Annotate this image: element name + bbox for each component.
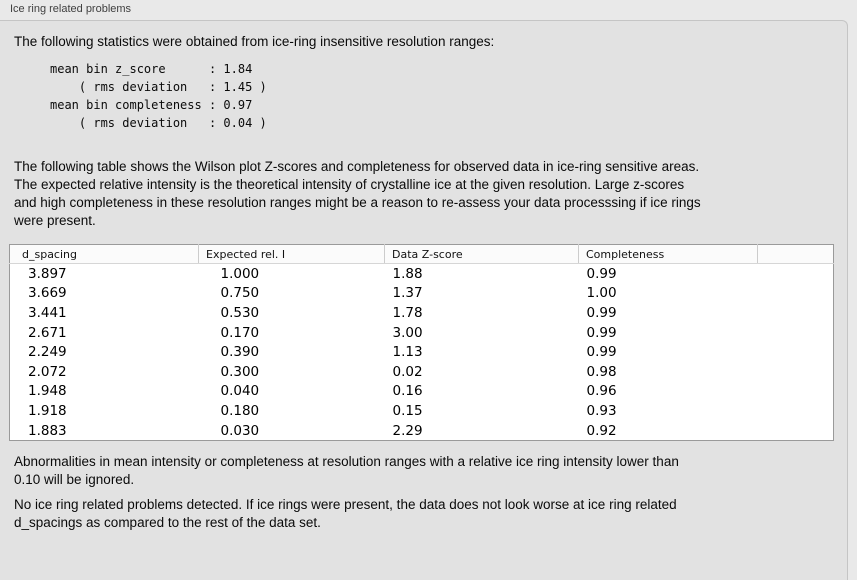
table-cell: 2.072 xyxy=(28,363,67,380)
description-line: The following table shows the Wilson plo… xyxy=(14,159,700,174)
table-cell: 1.13 xyxy=(392,344,423,361)
ice-ring-table: d_spacing Expected rel. I Data Z-score C… xyxy=(9,244,834,442)
ice-ring-panel: The following statistics were obtained f… xyxy=(0,20,848,580)
table-cell xyxy=(758,421,834,441)
table-cell: 1.88 xyxy=(392,265,423,282)
table-cell: 3.00 xyxy=(392,324,423,341)
table-cell: 0.02 xyxy=(392,363,423,380)
table-row[interactable]: 3.897 1.000 1.88 0.99 xyxy=(10,264,834,284)
table-cell xyxy=(758,362,834,382)
table-cell: 0.15 xyxy=(392,402,423,419)
table-cell xyxy=(758,284,834,304)
table-cell: 2.29 xyxy=(392,422,423,439)
table-cell: 3.897 xyxy=(28,265,67,282)
conclusion-note-line: No ice ring related problems detected. I… xyxy=(14,497,677,513)
conclusion-note: No ice ring related problems detected. I… xyxy=(14,496,847,532)
table-cell: 2.249 xyxy=(28,344,67,361)
table-row[interactable]: 2.671 0.170 3.00 0.99 xyxy=(10,323,834,343)
table-row[interactable]: 2.072 0.300 0.02 0.98 xyxy=(10,362,834,382)
table-cell: 0.98 xyxy=(586,363,617,380)
column-header-completeness[interactable]: Completeness xyxy=(578,244,758,264)
ignore-note-line: 0.10 will be ignored. xyxy=(14,471,135,487)
stat-line-mean-z-score: mean bin z_score : 1.84 xyxy=(50,62,253,76)
description-paragraph: The following table shows the Wilson plo… xyxy=(14,158,847,230)
stats-block: mean bin z_score : 1.84 ( rms deviation … xyxy=(50,60,847,132)
table-cell: 0.96 xyxy=(586,383,617,400)
table-cell: 0.99 xyxy=(586,324,617,341)
table-cell: 1.00 xyxy=(586,285,617,302)
conclusion-note-line: d_spacings as compared to the rest of th… xyxy=(14,515,321,531)
table-cell: 0.99 xyxy=(586,344,617,361)
column-header-empty[interactable] xyxy=(757,244,834,264)
table-cell: 3.441 xyxy=(28,304,67,321)
table-cell: 0.92 xyxy=(586,422,617,439)
table-cell: 1.78 xyxy=(392,304,423,321)
panel-title: Ice ring related problems xyxy=(10,3,132,15)
table-row[interactable]: 3.669 0.750 1.37 1.00 xyxy=(10,284,834,304)
stat-line-mean-completeness: mean bin completeness : 0.97 xyxy=(50,98,253,112)
table-header-row: d_spacing Expected rel. I Data Z-score C… xyxy=(9,244,834,264)
table-cell xyxy=(758,401,834,421)
table-cell: 0.180 xyxy=(220,402,260,419)
table-cell xyxy=(758,323,834,343)
table-row[interactable]: 2.249 0.390 1.13 0.99 xyxy=(10,342,834,362)
table-cell: 0.300 xyxy=(220,363,260,380)
table-cell: 0.040 xyxy=(220,383,260,400)
table-row[interactable]: 1.948 0.040 0.16 0.96 xyxy=(10,382,834,402)
table-cell: 0.170 xyxy=(220,324,260,341)
ignore-note: Abnormalities in mean intensity or compl… xyxy=(14,453,847,488)
table-cell: 0.030 xyxy=(220,422,260,439)
column-header-data-z-score[interactable]: Data Z-score xyxy=(384,244,579,264)
column-header-expected-rel-i[interactable]: Expected rel. I xyxy=(198,244,385,264)
stat-line-rms-completeness: ( rms deviation : 0.04 ) xyxy=(50,116,267,130)
description-line: were present. xyxy=(14,213,96,228)
table-cell xyxy=(758,342,834,362)
table-cell: 0.93 xyxy=(586,402,617,419)
table-cell: 3.669 xyxy=(28,285,67,302)
table-cell: 0.99 xyxy=(586,304,617,321)
table-cell: 1.918 xyxy=(28,402,67,419)
description-line: and high completeness in these resolutio… xyxy=(14,195,701,210)
table-cell: 1.883 xyxy=(28,422,67,439)
table-cell: 1.948 xyxy=(28,383,67,400)
table-cell: 1.000 xyxy=(220,265,260,282)
intro-text: The following statistics were obtained f… xyxy=(14,34,495,49)
table-cell xyxy=(758,382,834,402)
ignore-note-line: Abnormalities in mean intensity or compl… xyxy=(14,454,679,470)
description-line: The expected relative intensity is the t… xyxy=(14,177,685,192)
column-header-d-spacing[interactable]: d_spacing xyxy=(9,244,199,264)
table-cell: 1.37 xyxy=(392,285,423,302)
table-cell: 2.671 xyxy=(28,324,67,341)
table-cell: 0.390 xyxy=(220,344,260,361)
table-row[interactable]: 3.441 0.530 1.78 0.99 xyxy=(10,303,834,323)
table-cell: 0.750 xyxy=(220,285,260,302)
table-cell: 0.99 xyxy=(586,265,617,282)
table-cell xyxy=(758,264,834,284)
stat-line-rms-z-score: ( rms deviation : 1.45 ) xyxy=(50,80,267,94)
table-cell: 0.16 xyxy=(392,383,423,400)
table-row[interactable]: 1.918 0.180 0.15 0.93 xyxy=(10,401,834,421)
table-body: 3.897 1.000 1.88 0.99 3.669 0.750 1.37 1.00 3.44… xyxy=(10,264,834,441)
table-row[interactable]: 1.883 0.030 2.29 0.92 xyxy=(10,421,834,441)
table-cell: 0.530 xyxy=(220,304,260,321)
table-cell xyxy=(758,303,834,323)
